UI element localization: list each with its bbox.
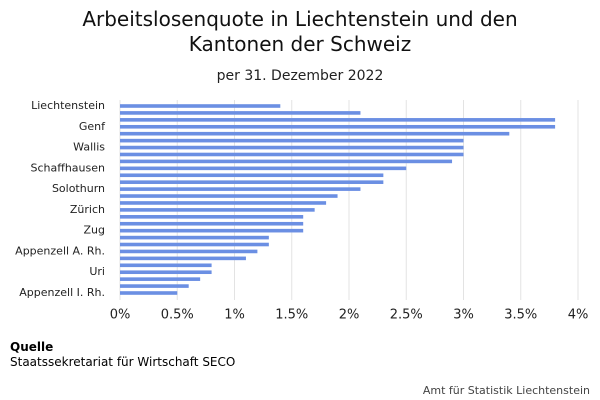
bar bbox=[120, 145, 464, 150]
bar bbox=[120, 291, 178, 295]
chart-subtitle: per 31. Dezember 2022 bbox=[216, 68, 384, 84]
bar bbox=[120, 228, 304, 233]
bar bbox=[120, 111, 361, 115]
bar bbox=[120, 131, 510, 136]
bar bbox=[120, 180, 384, 184]
bar bbox=[120, 284, 189, 288]
y-tick-label: Liechtenstein bbox=[31, 99, 105, 112]
y-tick-label: Uri bbox=[89, 265, 105, 278]
bar bbox=[120, 173, 384, 178]
bar bbox=[120, 263, 212, 268]
y-tick-label: Zug bbox=[84, 224, 106, 237]
bar bbox=[120, 215, 304, 219]
source: Staatssekretariat für Wirtschaft SECO bbox=[10, 355, 236, 369]
bar bbox=[120, 159, 453, 164]
y-tick-label: Genf bbox=[79, 120, 106, 133]
bar bbox=[120, 187, 361, 191]
y-tick-label: Schaffhausen bbox=[31, 161, 106, 174]
bar bbox=[120, 194, 338, 198]
bar bbox=[120, 249, 258, 254]
bar bbox=[120, 235, 269, 240]
bar bbox=[120, 242, 269, 247]
bar bbox=[120, 256, 246, 261]
y-tick-label: Solothurn bbox=[52, 182, 105, 195]
x-tick-label: 2.5% bbox=[390, 308, 423, 323]
bar bbox=[120, 138, 464, 143]
bar bbox=[120, 208, 315, 212]
bar bbox=[120, 104, 281, 108]
x-tick-label: 0% bbox=[110, 308, 131, 323]
source-label: Quelle bbox=[10, 340, 54, 354]
x-tick-label: 1% bbox=[224, 308, 245, 323]
chart-title: Arbeitslosenquote in Liechtenstein und d… bbox=[82, 7, 518, 56]
bar bbox=[120, 201, 327, 205]
bar bbox=[120, 221, 304, 226]
y-tick-label: Zürich bbox=[70, 203, 105, 216]
x-tick-label: 4% bbox=[568, 308, 589, 323]
y-tick-label: Appenzell I. Rh. bbox=[19, 286, 105, 299]
x-tick-label: 3% bbox=[453, 308, 474, 323]
bar bbox=[120, 152, 464, 157]
y-tick-label: Wallis bbox=[73, 141, 105, 154]
x-tick-label: 1.5% bbox=[275, 308, 308, 323]
x-tick-label: 3.5% bbox=[504, 308, 537, 323]
y-tick-label: Appenzell A. Rh. bbox=[15, 244, 105, 257]
bar bbox=[120, 277, 201, 281]
bar bbox=[120, 118, 556, 122]
bar bbox=[120, 124, 556, 129]
x-tick-label: 0.5% bbox=[161, 308, 194, 323]
bar bbox=[120, 270, 212, 275]
bar bbox=[120, 166, 407, 171]
x-tick-label: 2% bbox=[339, 308, 360, 323]
credit: Amt für Statistik Liechtenstein bbox=[422, 384, 590, 397]
